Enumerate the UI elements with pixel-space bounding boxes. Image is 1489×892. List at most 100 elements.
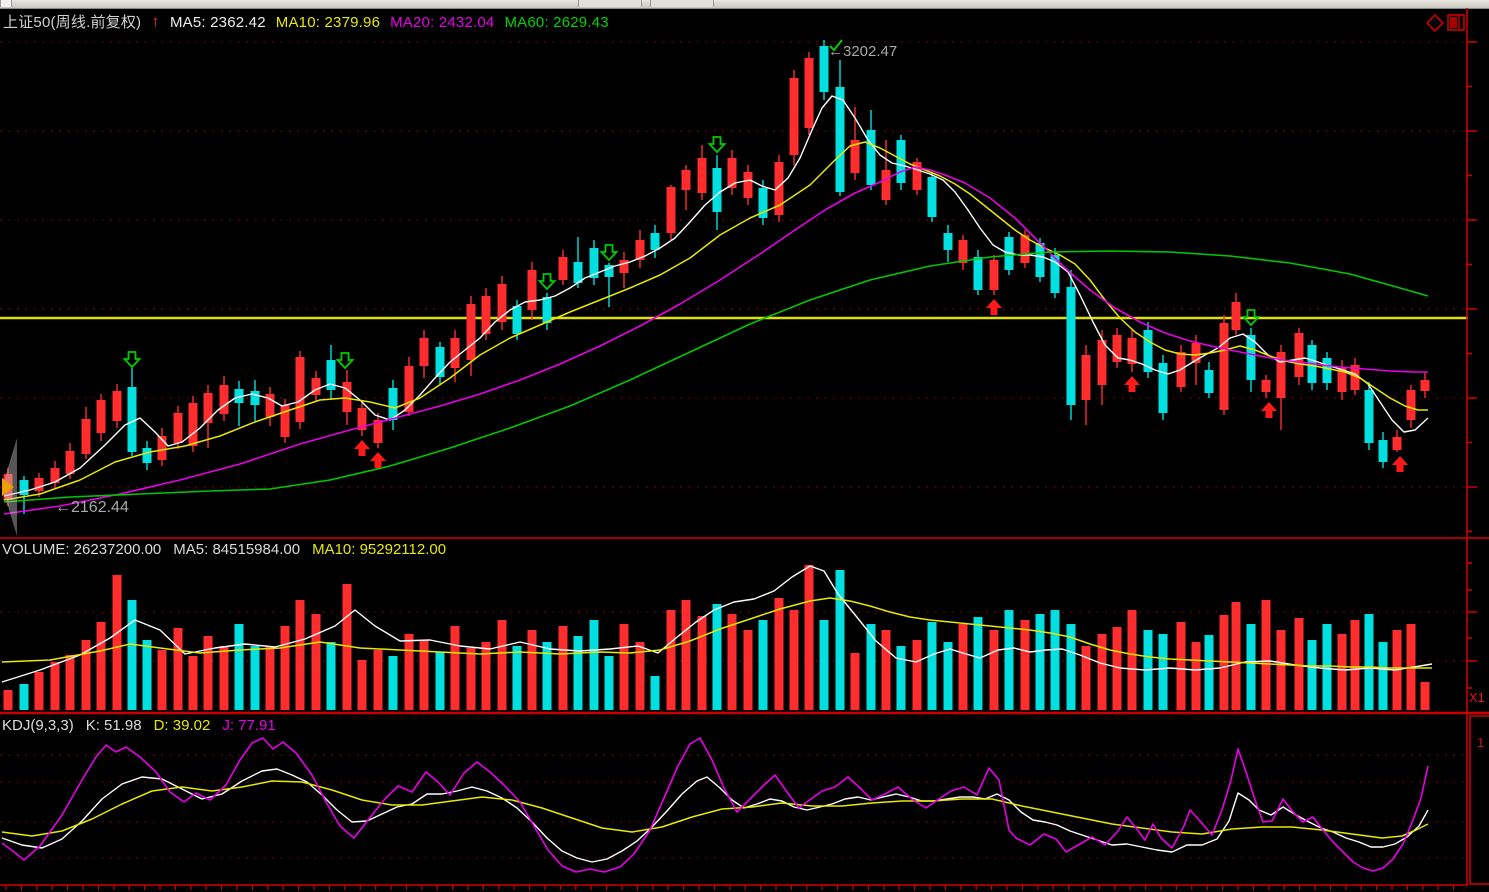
- volume-bar[interactable]: [3, 690, 13, 710]
- candle[interactable]: [1406, 390, 1416, 420]
- volume-bar[interactable]: [404, 634, 414, 710]
- volume-bar[interactable]: [804, 565, 814, 710]
- volume-bar[interactable]: [604, 656, 614, 710]
- candle[interactable]: [1066, 287, 1076, 405]
- candle[interactable]: [573, 262, 583, 283]
- candle[interactable]: [219, 385, 229, 414]
- volume-bar[interactable]: [1004, 610, 1014, 710]
- volume-bar[interactable]: [142, 640, 152, 710]
- candle[interactable]: [604, 265, 614, 277]
- volume-bar[interactable]: [466, 648, 476, 710]
- volume-bar[interactable]: [250, 646, 260, 710]
- candle[interactable]: [912, 162, 922, 190]
- volume-bar[interactable]: [927, 622, 937, 710]
- volume-bar[interactable]: [127, 600, 137, 710]
- candle[interactable]: [758, 188, 768, 218]
- candle[interactable]: [481, 296, 491, 334]
- candle[interactable]: [173, 413, 183, 443]
- volume-bar[interactable]: [650, 676, 660, 710]
- volume-bar[interactable]: [1112, 627, 1122, 710]
- volume-bar[interactable]: [774, 598, 784, 710]
- candle[interactable]: [1246, 335, 1256, 380]
- volume-bar[interactable]: [681, 600, 691, 710]
- candle[interactable]: [1127, 338, 1137, 364]
- candle[interactable]: [112, 391, 122, 421]
- volume-bar[interactable]: [1204, 635, 1214, 710]
- volume-bar[interactable]: [1158, 634, 1168, 710]
- candle[interactable]: [1231, 302, 1241, 330]
- volume-bar[interactable]: [542, 642, 552, 710]
- volume-bar[interactable]: [1337, 634, 1347, 710]
- candle[interactable]: [896, 140, 906, 183]
- volume-bar[interactable]: [819, 620, 829, 710]
- scroll-left-overlay[interactable]: [2, 438, 17, 536]
- candle[interactable]: [619, 260, 629, 273]
- volume-bar[interactable]: [589, 620, 599, 710]
- candle[interactable]: [311, 378, 321, 395]
- candle[interactable]: [497, 284, 507, 322]
- candle[interactable]: [989, 260, 999, 290]
- candle[interactable]: [81, 419, 91, 454]
- candle[interactable]: [558, 257, 568, 280]
- candle[interactable]: [697, 158, 707, 193]
- candle[interactable]: [927, 177, 937, 217]
- candle[interactable]: [1158, 363, 1168, 413]
- volume-bar[interactable]: [789, 610, 799, 710]
- volume-bar[interactable]: [81, 640, 91, 710]
- volume-bar[interactable]: [1322, 624, 1332, 710]
- candle[interactable]: [1276, 352, 1286, 398]
- candle[interactable]: [774, 162, 784, 215]
- candle[interactable]: [881, 170, 891, 200]
- candle[interactable]: [1035, 243, 1045, 277]
- volume-bar[interactable]: [743, 630, 753, 710]
- volume-bar[interactable]: [497, 620, 507, 710]
- volume-bar[interactable]: [1350, 620, 1360, 710]
- volume-bar[interactable]: [727, 614, 737, 710]
- candle[interactable]: [527, 270, 537, 310]
- candle[interactable]: [188, 403, 198, 446]
- candle[interactable]: [1020, 235, 1030, 263]
- candle[interactable]: [1294, 333, 1304, 377]
- volume-bar[interactable]: [450, 626, 460, 710]
- candle[interactable]: [157, 436, 167, 460]
- volume-bar[interactable]: [912, 640, 922, 710]
- volume-bar[interactable]: [973, 617, 983, 710]
- candle[interactable]: [1050, 255, 1060, 293]
- volume-bar[interactable]: [219, 646, 229, 710]
- volume-bar[interactable]: [1231, 602, 1241, 710]
- corner-icons[interactable]: [1425, 13, 1465, 33]
- volume-bar[interactable]: [50, 662, 60, 710]
- volume-bar[interactable]: [1097, 634, 1107, 710]
- volume-bar[interactable]: [850, 653, 860, 710]
- candle[interactable]: [357, 408, 367, 430]
- candle[interactable]: [1143, 330, 1153, 372]
- candle[interactable]: [973, 257, 983, 290]
- volume-bar[interactable]: [666, 610, 676, 710]
- candle[interactable]: [789, 78, 799, 155]
- volume-bar[interactable]: [419, 640, 429, 710]
- candle[interactable]: [435, 347, 445, 377]
- volume-bar[interactable]: [96, 622, 106, 710]
- candle[interactable]: [203, 393, 213, 423]
- volume-bar[interactable]: [326, 642, 336, 710]
- volume-bar[interactable]: [311, 614, 321, 710]
- candle[interactable]: [1378, 440, 1388, 462]
- volume-bar[interactable]: [1020, 620, 1030, 710]
- candle[interactable]: [1219, 323, 1229, 410]
- candle[interactable]: [326, 360, 336, 390]
- candle[interactable]: [589, 248, 599, 278]
- candle[interactable]: [388, 388, 398, 420]
- volume-bar[interactable]: [234, 624, 244, 710]
- candle[interactable]: [19, 480, 29, 495]
- volume-bar[interactable]: [19, 684, 29, 710]
- volume-bar[interactable]: [34, 672, 44, 710]
- volume-bar[interactable]: [1307, 640, 1317, 710]
- volume-bar[interactable]: [896, 646, 906, 710]
- volume-pane[interactable]: [1, 565, 1433, 710]
- candle[interactable]: [34, 478, 44, 491]
- volume-bar[interactable]: [1294, 618, 1304, 710]
- candle[interactable]: [866, 130, 876, 185]
- candle[interactable]: [404, 366, 414, 412]
- candle[interactable]: [265, 394, 275, 417]
